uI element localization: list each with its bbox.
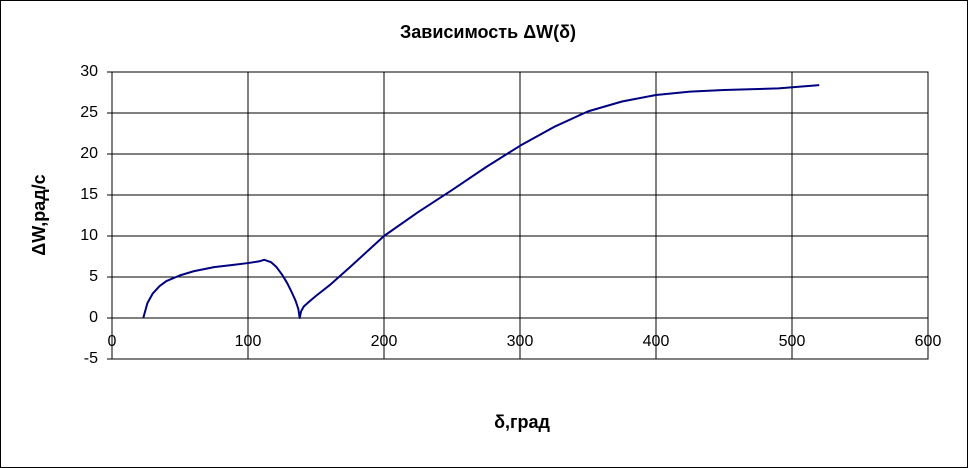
data-line [142, 84, 820, 319]
y-tick-label: 30 [80, 63, 98, 80]
y-tick-label: 15 [80, 186, 98, 203]
x-tick-label: 200 [371, 333, 398, 350]
x-tick-label: 600 [915, 333, 942, 350]
y-tick-label: 25 [80, 104, 98, 121]
y-tick-label: 5 [89, 268, 98, 285]
x-tick-label: 400 [643, 333, 670, 350]
x-tick-label: 0 [108, 333, 117, 350]
x-tick-label: 300 [507, 333, 534, 350]
y-tick-label: 10 [80, 227, 98, 244]
x-axis-title: δ,град [494, 412, 550, 432]
y-tick-label: 20 [80, 145, 98, 162]
y-tick-label: 0 [89, 309, 98, 326]
y-tick-label: -5 [84, 350, 98, 367]
chart-title: Зависимость ΔW(δ) [400, 22, 576, 42]
y-axis-title: ΔW,рад/с [29, 174, 49, 255]
x-tick-label: 500 [779, 333, 806, 350]
x-tick-label: 100 [235, 333, 262, 350]
